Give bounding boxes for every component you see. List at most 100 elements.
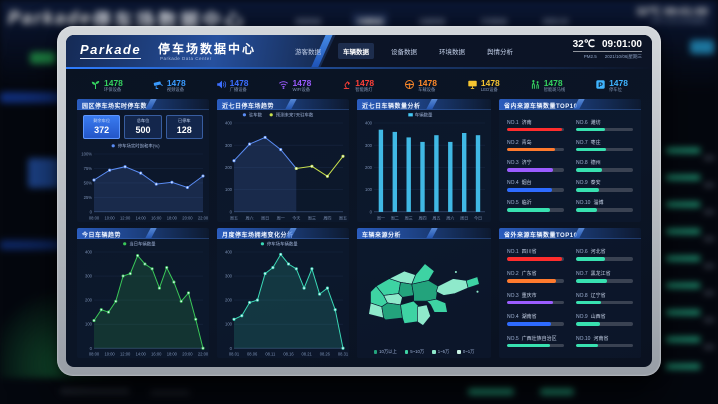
- rank-label: NO.1 济南: [507, 119, 532, 126]
- device-stat: 1478 车载设备: [404, 77, 437, 95]
- svg-text:10:00: 10:00: [104, 215, 115, 220]
- svg-text:12:00: 12:00: [120, 352, 131, 357]
- rank-bar-track: [507, 279, 564, 283]
- svg-text:100: 100: [365, 187, 373, 192]
- rank-item: NO.9 山西省: [576, 309, 633, 331]
- rank-bar-track: [576, 322, 633, 326]
- rank-bar-fill: [507, 257, 562, 261]
- rank-bar-track: [576, 127, 633, 132]
- device-stat-text: 1478 智能路灯: [355, 78, 374, 94]
- panel-today-trend: 今日车辆趋势 当日车辆数量 0 100 200 300 400 08:00 10:00 12:0…: [77, 227, 209, 358]
- seedling-icon: [90, 77, 101, 95]
- panel-grid: 园区停车场实时停车数 剩余车位 372 总车位 500 已停车 128 停车场实时饱和率(…: [77, 99, 641, 358]
- outer-top10-list: NO.1 四川省 NO.2 广东省 NO.3 重庆市 NO.4 湖南省 NO.5 广西壮族自治区 N…: [499, 239, 641, 358]
- svg-text:08.26: 08.26: [320, 352, 331, 357]
- province-map: [357, 239, 491, 346]
- legend-label: 1~5万: [437, 349, 450, 354]
- rank-bar-track: [507, 322, 564, 326]
- rank-item: NO.6 河北省: [576, 244, 633, 266]
- svg-text:22:00: 22:00: [198, 215, 209, 220]
- svg-text:100: 100: [225, 322, 233, 327]
- legend-dot-icon: [373, 350, 378, 354]
- nav-item[interactable]: 游客数据: [295, 49, 321, 56]
- cctv-camera-icon: [153, 77, 164, 95]
- rank-item: NO.4 烟台: [507, 175, 564, 195]
- svg-text:周四: 周四: [323, 214, 331, 220]
- rank-bar-track: [576, 147, 633, 152]
- svg-text:10:00: 10:00: [104, 352, 115, 357]
- rank-label: NO.10 淄博: [576, 200, 604, 207]
- svg-text:18:00: 18:00: [167, 352, 178, 357]
- svg-text:周六: 周六: [245, 214, 253, 220]
- device-stat-label: LED设备: [480, 87, 498, 93]
- rank-label: NO.9 山西省: [576, 314, 606, 321]
- stat-box-value: 500: [135, 125, 151, 135]
- device-stat-value: 1478: [543, 77, 563, 88]
- svg-text:0: 0: [230, 209, 233, 214]
- rank-item: NO.2 青岛: [507, 135, 564, 155]
- rank-label: NO.6 潍坊: [576, 119, 601, 126]
- device-stat-label: 视频设备: [166, 87, 184, 93]
- device-stat: 1478 智能斑马线: [530, 77, 565, 95]
- rank-item: NO.8 辽宁省: [576, 287, 633, 309]
- svg-text:停车场车辆数量: 停车场车辆数量: [267, 240, 298, 247]
- rank-bar-fill: [576, 300, 602, 305]
- speaker-icon: [216, 77, 227, 95]
- main-nav: 游客数据 车辆数据 设备数据 环境数据 舆情分析: [284, 35, 524, 67]
- parking-stat-box: 剩余车位 372: [83, 115, 121, 139]
- rank-item: NO.4 湖南省: [507, 309, 564, 331]
- device-stat-text: 1478 WIFI设备: [292, 78, 311, 94]
- legend-label: 10万以上: [379, 349, 397, 354]
- svg-text:22:00: 22:00: [198, 352, 209, 357]
- pm-label: PM2.5: [583, 54, 597, 59]
- rank-label: NO.9 泰安: [576, 180, 601, 187]
- rank-bar-track: [576, 208, 633, 212]
- rank-label: NO.3 重庆市: [507, 292, 537, 299]
- svg-text:20:00: 20:00: [182, 215, 193, 220]
- rank-bar-fill: [576, 208, 597, 212]
- rank-bar-fill: [507, 322, 552, 326]
- rank-bar-track: [576, 188, 633, 192]
- rank-bar-track: [507, 188, 564, 192]
- panel-source-map: 车辆来源分析 10万以上 5~10万 1~5万 0~1万: [357, 227, 491, 358]
- svg-text:400: 400: [365, 121, 373, 126]
- dashboard-header: Parkade 停车场数据中心 Parkade Data Center 游客数据…: [66, 35, 652, 69]
- device-stat: 1478 LED设备: [467, 77, 500, 95]
- bg-decor: [704, 156, 714, 372]
- panel-title: 车辆来源分析: [357, 227, 491, 239]
- parking-stat-boxes: 剩余车位 372 总车位 500 已停车 128: [83, 115, 203, 139]
- rank-bar-fill: [576, 279, 607, 283]
- svg-text:08.11: 08.11: [265, 352, 276, 357]
- bg-nav: 游客数据 车辆数据 设备数据 环境数据 舆情分析: [290, 13, 574, 29]
- map-legend-item: 5~10万: [404, 349, 425, 355]
- svg-text:200: 200: [365, 165, 373, 170]
- nav-item: 游客数据: [295, 19, 321, 26]
- svg-text:18:00: 18:00: [167, 215, 178, 220]
- pedestrians-icon: [530, 77, 541, 95]
- stat-box-label: 总车位: [136, 118, 150, 123]
- nav-item[interactable]: 环境数据: [439, 49, 465, 56]
- stat-box-value: 128: [176, 125, 192, 135]
- svg-text:200: 200: [225, 298, 233, 303]
- rank-label: NO.2 青岛: [507, 139, 532, 146]
- nav-item[interactable]: 车辆数据: [338, 43, 374, 59]
- svg-text:300: 300: [225, 273, 233, 278]
- nav-item[interactable]: 设备数据: [391, 49, 417, 56]
- province-top10-list: NO.1 济南 NO.2 青岛 NO.3 济宁 NO.4 烟台 NO.5 临沂 NO.6 潍坊 NO.7…: [499, 110, 641, 222]
- rank-item: NO.5 临沂: [507, 196, 564, 216]
- nav-item[interactable]: 舆情分析: [487, 49, 513, 56]
- svg-text:0: 0: [90, 209, 93, 214]
- device-stat-value: 1478: [480, 77, 500, 88]
- svg-text:今日: 今日: [474, 214, 482, 220]
- svg-text:20:00: 20:00: [182, 352, 193, 357]
- svg-text:周三: 周三: [308, 214, 316, 220]
- svg-text:300: 300: [365, 143, 373, 148]
- rank-bar-fill: [507, 279, 557, 283]
- legend-label: 5~10万: [410, 349, 425, 354]
- bg-decor: [60, 388, 130, 394]
- device-stat-text: 1478 LED设备: [480, 77, 500, 94]
- rank-label: NO.7 黑龙江省: [576, 271, 611, 277]
- bg-decor: [0, 240, 96, 250]
- svg-text:0: 0: [370, 209, 373, 214]
- device-stat-label: WIFI设备: [292, 87, 311, 93]
